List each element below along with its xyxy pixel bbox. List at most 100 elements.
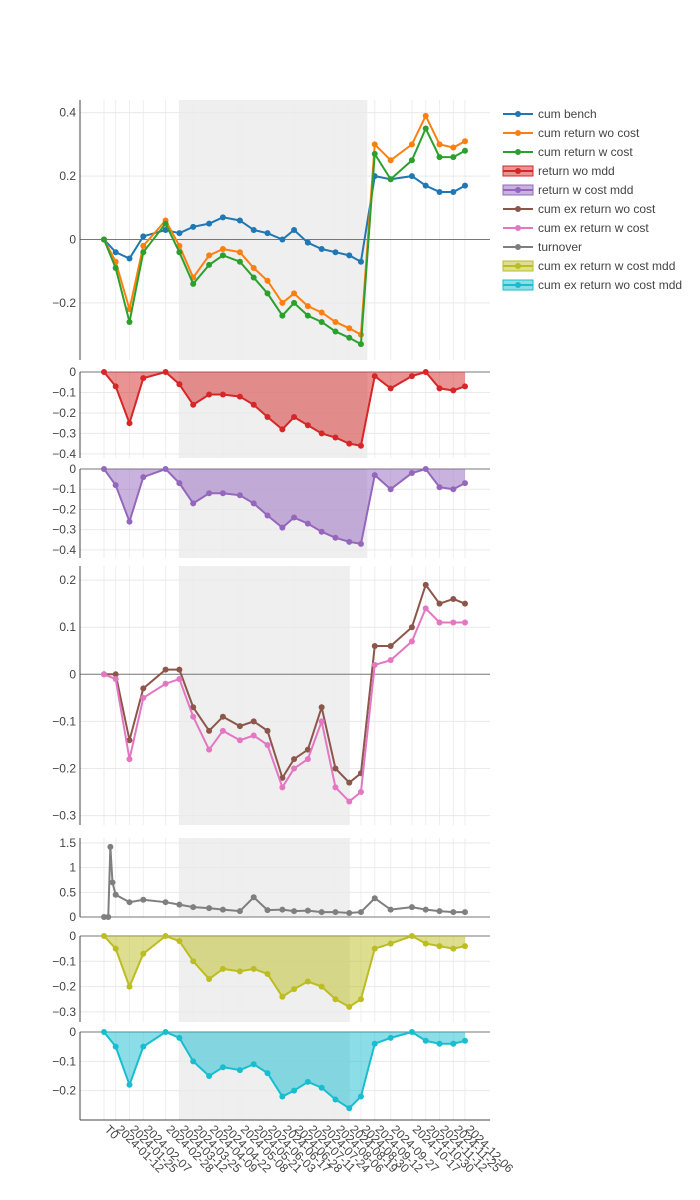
data-point	[162, 1029, 169, 1035]
series-area	[104, 469, 465, 544]
legend-marker	[515, 282, 521, 288]
data-point	[291, 227, 298, 233]
data-point	[422, 182, 429, 189]
data-point	[318, 430, 325, 437]
data-point	[462, 619, 468, 626]
data-point	[250, 401, 257, 408]
data-point	[357, 909, 364, 916]
data-point	[291, 1087, 298, 1094]
data-point	[291, 765, 298, 772]
data-point	[332, 1096, 339, 1103]
data-point	[126, 1081, 133, 1088]
data-point	[236, 217, 243, 224]
data-point	[140, 694, 147, 701]
legend-item: cum ex return wo cost mdd	[502, 278, 682, 292]
data-point	[112, 249, 119, 256]
data-point	[291, 908, 298, 915]
data-point	[176, 480, 183, 487]
data-point	[236, 737, 243, 744]
data-point	[279, 236, 286, 243]
data-point	[126, 420, 133, 427]
legend-marker	[515, 263, 521, 269]
data-point	[318, 309, 325, 316]
data-point	[346, 798, 353, 805]
series-area	[104, 1032, 465, 1109]
data-point	[264, 907, 271, 914]
y-tick-label: −0.1	[52, 714, 76, 728]
y-tick-label: 0	[69, 1025, 76, 1039]
data-point	[387, 486, 394, 493]
y-tick-label: −0.2	[52, 761, 76, 775]
y-tick-label: 0.2	[59, 169, 76, 183]
data-point	[318, 718, 325, 725]
data-point	[357, 1093, 364, 1100]
data-point	[126, 255, 133, 262]
data-point	[408, 1029, 415, 1035]
legend-label: cum ex return wo cost	[538, 202, 656, 216]
data-point	[101, 933, 107, 939]
panel-turnover: 1.5 1 0.5 0	[59, 836, 490, 924]
y-tick-label: −0.1	[52, 954, 76, 968]
shaded-period	[179, 566, 350, 825]
y-tick-label: 1	[69, 861, 76, 875]
data-point	[450, 387, 457, 394]
data-point	[291, 756, 298, 763]
legend-item: return w cost mdd	[502, 183, 633, 197]
data-point	[450, 486, 457, 493]
data-point	[462, 147, 468, 154]
legend-marker	[515, 187, 521, 193]
legend-item: cum bench	[503, 107, 597, 121]
data-point	[206, 905, 213, 912]
data-point	[318, 528, 325, 535]
data-point	[422, 1037, 429, 1044]
data-point	[450, 909, 457, 916]
data-point	[140, 474, 147, 481]
data-point	[206, 746, 213, 753]
data-point	[250, 265, 257, 272]
data-point	[112, 265, 119, 272]
data-point	[304, 756, 311, 763]
data-point	[176, 676, 183, 683]
data-point	[206, 727, 213, 734]
y-tick-label: −0.3	[52, 426, 76, 440]
data-point	[279, 993, 286, 1000]
data-point	[264, 414, 271, 421]
y-tick-label: 0	[69, 910, 76, 924]
data-point	[318, 318, 325, 325]
data-point	[107, 843, 114, 850]
data-point	[450, 945, 457, 952]
data-point	[206, 261, 213, 268]
data-point	[332, 784, 339, 791]
data-point	[112, 1043, 119, 1050]
series-line	[103, 370, 466, 447]
data-point	[126, 737, 133, 744]
data-point	[422, 369, 429, 375]
data-point	[101, 1029, 107, 1035]
y-tick-label: −0.2	[52, 1084, 76, 1098]
data-point	[387, 385, 394, 392]
data-point	[371, 150, 378, 157]
data-point	[140, 242, 147, 249]
panel-cumulative-returns: 0.4 0.2 0 −0.2	[52, 100, 490, 360]
data-point	[387, 940, 394, 947]
data-point	[190, 401, 197, 408]
y-tick-label: −0.1	[52, 385, 76, 399]
y-tick-label: −0.1	[52, 1054, 76, 1068]
data-point	[387, 906, 394, 913]
data-point	[357, 442, 364, 449]
data-point	[250, 500, 257, 507]
data-point	[236, 258, 243, 265]
data-point	[346, 440, 353, 447]
legend-marker	[515, 111, 521, 117]
data-point	[422, 466, 429, 472]
data-point	[436, 188, 443, 195]
data-point	[387, 643, 394, 650]
data-point	[264, 512, 271, 519]
data-point	[112, 482, 119, 489]
data-point	[436, 600, 443, 607]
data-point	[436, 1040, 443, 1047]
data-point	[462, 182, 468, 189]
data-point	[101, 369, 107, 375]
legend-label: return wo mdd	[538, 164, 615, 178]
data-point	[462, 943, 468, 950]
